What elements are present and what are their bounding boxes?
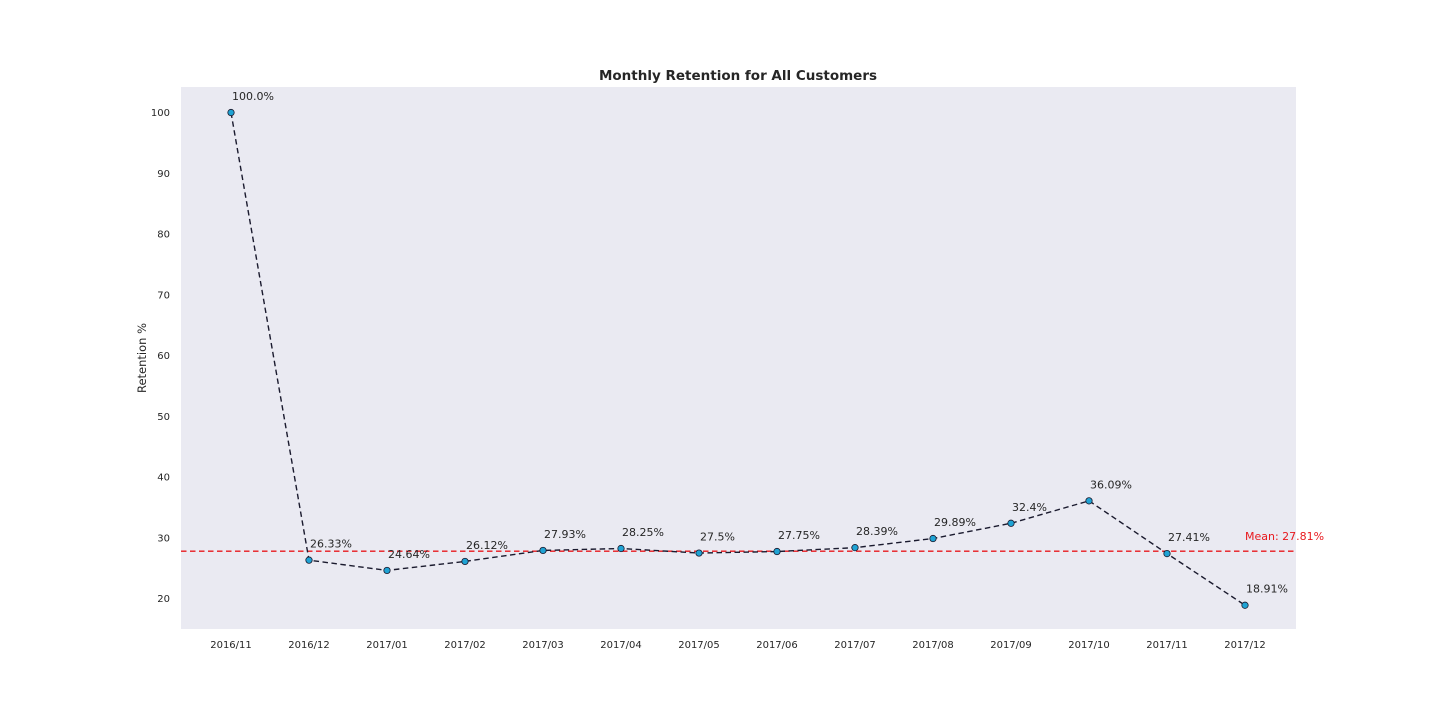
data-label: 27.93% bbox=[544, 528, 586, 541]
x-tick-label: 2017/05 bbox=[678, 640, 720, 651]
x-tick-label: 2017/08 bbox=[912, 640, 954, 651]
data-labels: 100.0% 26.33% 24.64% 26.12% 27.93% 28.25% 27.5… bbox=[232, 90, 1288, 596]
data-point bbox=[695, 549, 703, 557]
data-point bbox=[851, 544, 859, 552]
mean-reference: Mean: 27.81% bbox=[181, 530, 1324, 552]
data-point bbox=[929, 534, 937, 543]
y-tick-label: 60 bbox=[157, 351, 170, 362]
data-label: 27.5% bbox=[700, 531, 735, 544]
x-tick-label: 2017/03 bbox=[522, 640, 564, 651]
x-tick-label: 2017/11 bbox=[1146, 640, 1188, 651]
x-tick-label: 2017/09 bbox=[990, 640, 1032, 651]
data-label: 26.33% bbox=[310, 538, 352, 551]
data-label: 27.41% bbox=[1168, 531, 1210, 544]
plot-area bbox=[181, 87, 1296, 629]
y-tick-label: 80 bbox=[157, 230, 170, 241]
data-point bbox=[1007, 519, 1015, 527]
data-label: 24.64% bbox=[388, 548, 430, 561]
data-point bbox=[461, 557, 469, 566]
x-tick-label: 2017/04 bbox=[600, 640, 642, 651]
x-tick-label: 2017/06 bbox=[756, 640, 798, 651]
data-point bbox=[539, 546, 547, 555]
y-tick-labels: 20 30 40 50 60 70 80 90 100 bbox=[151, 108, 170, 605]
data-label: 28.39% bbox=[856, 525, 898, 538]
x-tick-label: 2017/02 bbox=[444, 640, 486, 651]
data-point bbox=[1241, 601, 1249, 609]
y-tick-label: 70 bbox=[157, 290, 170, 301]
data-point bbox=[617, 544, 625, 553]
data-point bbox=[305, 556, 313, 564]
data-label: 26.12% bbox=[466, 539, 508, 552]
data-label: 28.25% bbox=[622, 526, 664, 539]
chart-title: Monthly Retention for All Customers bbox=[599, 68, 877, 84]
y-tick-label: 100 bbox=[151, 108, 170, 119]
x-tick-label: 2017/07 bbox=[834, 640, 876, 651]
x-tick-label: 2016/12 bbox=[288, 640, 330, 651]
y-tick-label: 20 bbox=[157, 594, 170, 605]
x-tick-labels: 2016/11 2016/12 2017/01 2017/02 2017/03 2017/… bbox=[210, 640, 1266, 651]
y-tick-label: 30 bbox=[157, 533, 170, 544]
data-point bbox=[1085, 497, 1093, 505]
series-retention bbox=[227, 108, 1249, 609]
x-tick-label: 2017/01 bbox=[366, 640, 408, 651]
data-point bbox=[383, 566, 391, 575]
data-point bbox=[1163, 549, 1171, 558]
y-axis-label: Retention % bbox=[135, 323, 149, 393]
data-label: 29.89% bbox=[934, 516, 976, 529]
x-tick-label: 2017/10 bbox=[1068, 640, 1110, 651]
y-tick-label: 40 bbox=[157, 473, 170, 484]
series-line bbox=[230, 112, 1246, 606]
data-label: 32.4% bbox=[1012, 501, 1047, 514]
x-tick-label: 2016/11 bbox=[210, 640, 252, 651]
x-tick-label: 2017/12 bbox=[1224, 640, 1266, 651]
data-point bbox=[227, 108, 235, 117]
data-label: 27.75% bbox=[778, 529, 820, 542]
data-label: 100.0% bbox=[232, 90, 274, 103]
y-tick-label: 50 bbox=[157, 412, 170, 423]
y-tick-label: 90 bbox=[157, 169, 170, 180]
data-label: 36.09% bbox=[1090, 478, 1132, 491]
data-label: 18.91% bbox=[1246, 583, 1288, 596]
mean-label: Mean: 27.81% bbox=[1245, 530, 1324, 543]
data-point bbox=[773, 547, 781, 556]
